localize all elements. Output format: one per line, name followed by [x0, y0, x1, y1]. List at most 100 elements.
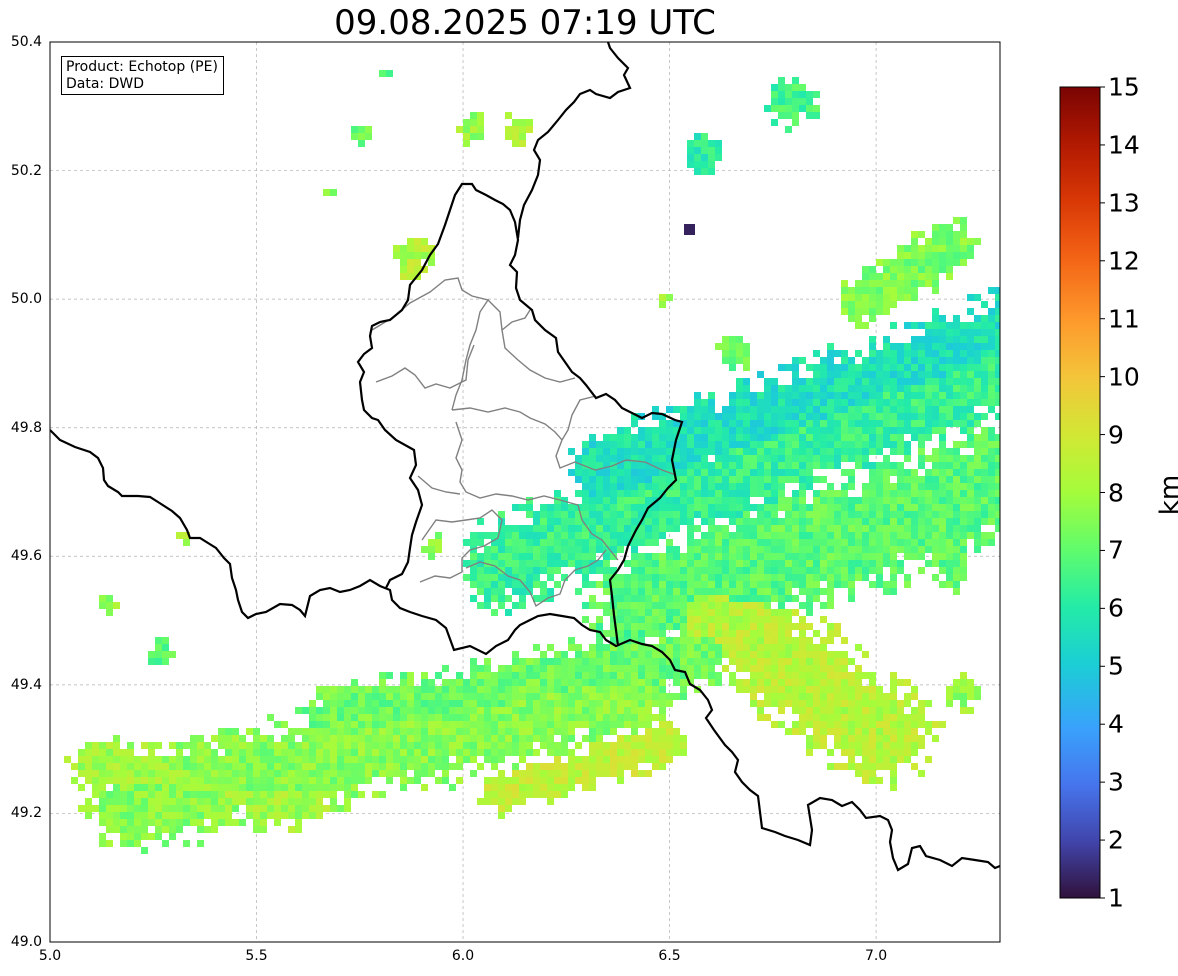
echo-pixel: [379, 742, 386, 749]
echo-pixel: [967, 679, 974, 686]
echo-pixel: [659, 301, 666, 308]
echo-pixel: [869, 742, 876, 749]
echo-pixel: [491, 728, 498, 735]
echo-pixel: [715, 147, 722, 154]
echo-pixel: [722, 644, 729, 651]
echo-pixel: [939, 329, 946, 336]
echo-pixel: [561, 665, 568, 672]
echo-pixel: [911, 707, 918, 714]
echo-pixel: [687, 504, 694, 511]
echo-pixel: [890, 532, 897, 539]
echo-pixel: [932, 399, 939, 406]
echo-pixel: [715, 567, 722, 574]
echo-pixel: [820, 378, 827, 385]
echo-pixel: [484, 693, 491, 700]
echo-pixel: [561, 658, 568, 665]
echo-pixel: [799, 672, 806, 679]
echo-pixel: [806, 112, 813, 119]
echo-pixel: [701, 567, 708, 574]
echo-pixel: [645, 581, 652, 588]
echo-pixel: [673, 595, 680, 602]
echo-pixel: [771, 84, 778, 91]
echo-pixel: [568, 644, 575, 651]
echo-pixel: [834, 553, 841, 560]
echo-pixel: [526, 553, 533, 560]
echo-pixel: [659, 609, 666, 616]
echo-pixel: [757, 609, 764, 616]
echo-pixel: [680, 483, 687, 490]
echo-pixel: [862, 560, 869, 567]
echo-pixel: [785, 105, 792, 112]
echo-pixel: [988, 315, 995, 322]
echo-pixel: [638, 504, 645, 511]
echo-pixel: [890, 427, 897, 434]
echo-pixel: [715, 420, 722, 427]
echo-pixel: [911, 406, 918, 413]
echo-pixel: [484, 686, 491, 693]
echo-pixel: [701, 399, 708, 406]
echo-pixel: [743, 686, 750, 693]
echo-pixel: [876, 742, 883, 749]
echo-pixel: [883, 581, 890, 588]
echo-pixel: [687, 539, 694, 546]
echo-pixel: [624, 511, 631, 518]
echo-pixel: [841, 308, 848, 315]
echo-pixel: [337, 805, 344, 812]
echo-pixel: [827, 518, 834, 525]
echo-pixel: [225, 770, 232, 777]
echo-pixel: [442, 700, 449, 707]
echo-pixel: [561, 721, 568, 728]
echo-pixel: [295, 819, 302, 826]
echo-pixel: [659, 455, 666, 462]
echo-pixel: [421, 756, 428, 763]
echo-pixel: [722, 595, 729, 602]
echo-pixel: [596, 658, 603, 665]
echo-pixel: [876, 518, 883, 525]
echo-pixel: [85, 756, 92, 763]
echo-pixel: [841, 434, 848, 441]
echo-pixel: [953, 399, 960, 406]
echo-pixel: [988, 434, 995, 441]
echo-pixel: [960, 686, 967, 693]
echo-pixel: [876, 553, 883, 560]
echo-pixel: [568, 658, 575, 665]
echo-pixel: [715, 644, 722, 651]
echo-pixel: [911, 350, 918, 357]
echo-pixel: [848, 308, 855, 315]
echo-pixel: [778, 392, 785, 399]
echo-pixel: [946, 700, 953, 707]
echo-pixel: [848, 525, 855, 532]
echo-pixel: [680, 406, 687, 413]
echo-pixel: [477, 714, 484, 721]
echo-pixel: [988, 385, 995, 392]
echo-pixel: [687, 560, 694, 567]
echo-pixel: [218, 784, 225, 791]
echo-pixel: [785, 469, 792, 476]
echo-pixel: [106, 749, 113, 756]
echo-pixel: [687, 441, 694, 448]
echo-pixel: [113, 798, 120, 805]
echo-pixel: [848, 595, 855, 602]
echo-pixel: [722, 511, 729, 518]
echo-pixel: [743, 385, 750, 392]
echo-pixel: [498, 525, 505, 532]
echo-pixel: [610, 672, 617, 679]
echo-pixel: [981, 315, 988, 322]
echo-pixel: [939, 504, 946, 511]
echo-pixel: [729, 609, 736, 616]
echo-pixel: [701, 497, 708, 504]
echo-pixel: [897, 357, 904, 364]
echo-pixel: [813, 413, 820, 420]
echo-pixel: [974, 455, 981, 462]
echo-pixel: [631, 602, 638, 609]
echo-pixel: [176, 819, 183, 826]
echo-pixel: [659, 497, 666, 504]
echo-pixel: [806, 651, 813, 658]
echo-pixel: [106, 812, 113, 819]
echo-pixel: [855, 525, 862, 532]
echo-pixel: [288, 812, 295, 819]
echo-pixel: [239, 749, 246, 756]
echo-pixel: [78, 784, 85, 791]
echo-pixel: [771, 553, 778, 560]
